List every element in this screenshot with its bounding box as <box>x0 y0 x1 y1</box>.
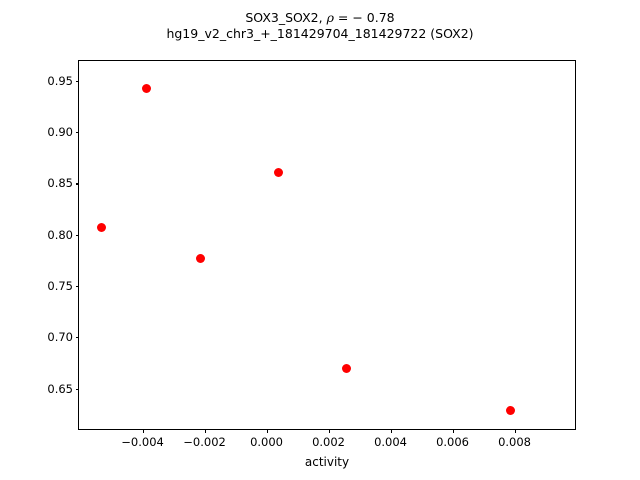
y-axis-tick <box>75 388 79 390</box>
y-axis-tick <box>75 183 79 185</box>
x-axis-tick <box>390 429 392 433</box>
y-axis-tick <box>75 80 79 83</box>
chart-title-line-2: hg19_v2_chr3_+_181429704_181429722 (SOX2… <box>166 26 474 41</box>
plot-axes: −0.004 −0.002 0.000 0.002 0.004 0.006 0.008 0.6… <box>47 60 576 449</box>
data-point <box>274 167 284 177</box>
data-point <box>196 253 206 263</box>
x-axis-tick <box>266 429 268 433</box>
y-axis-tick-label: 0.90 <box>47 125 73 140</box>
x-axis-label: activity <box>304 455 350 469</box>
x-axis-tick <box>328 429 330 433</box>
y-axis-tick-label: 0.75 <box>47 279 73 293</box>
y-axis-tick <box>75 234 79 236</box>
y-axis-tick-label: 0.70 <box>47 330 73 345</box>
x-axis-tick <box>514 429 516 433</box>
chart-title-prefix: SOX3_SOX2, <box>245 10 327 25</box>
y-axis-tick <box>75 286 79 288</box>
data-point <box>342 363 352 373</box>
y-axis-tick-label: 0.65 <box>47 381 73 396</box>
y-axis-tick <box>75 132 79 134</box>
x-axis-tick-label: −0.004 <box>121 435 164 449</box>
x-axis-tick-label: −0.002 <box>183 435 226 449</box>
plot-area <box>79 61 575 429</box>
x-axis-tick-label: 0.004 <box>374 435 408 449</box>
x-axis-tick-label: 0.008 <box>498 435 532 449</box>
data-point <box>142 83 152 93</box>
x-axis-tick-label: 0.006 <box>436 435 470 449</box>
chart-title: SOX3_SOX2, ρ = − 0.78 hg19_v2_chr3_+_181… <box>0 10 640 42</box>
x-axis-tick <box>204 429 206 433</box>
chart-title-line-1: SOX3_SOX2, ρ = − 0.78 <box>0 10 640 26</box>
y-axis-tick-label: 0.80 <box>47 227 73 242</box>
x-axis-tick-label: 0.000 <box>250 435 284 449</box>
chart-title-suffix: = − 0.78 <box>333 10 395 25</box>
y-axis-tick-label: 0.95 <box>47 73 73 88</box>
data-point <box>97 223 107 233</box>
data-point <box>506 405 516 415</box>
y-axis-tick-label: 0.85 <box>47 176 73 191</box>
x-axis-tick <box>142 429 144 433</box>
x-axis-tick-label: 0.002 <box>312 435 346 449</box>
y-axis-tick <box>75 337 79 339</box>
x-axis-tick <box>452 429 454 433</box>
rho-symbol: ρ <box>326 10 334 25</box>
